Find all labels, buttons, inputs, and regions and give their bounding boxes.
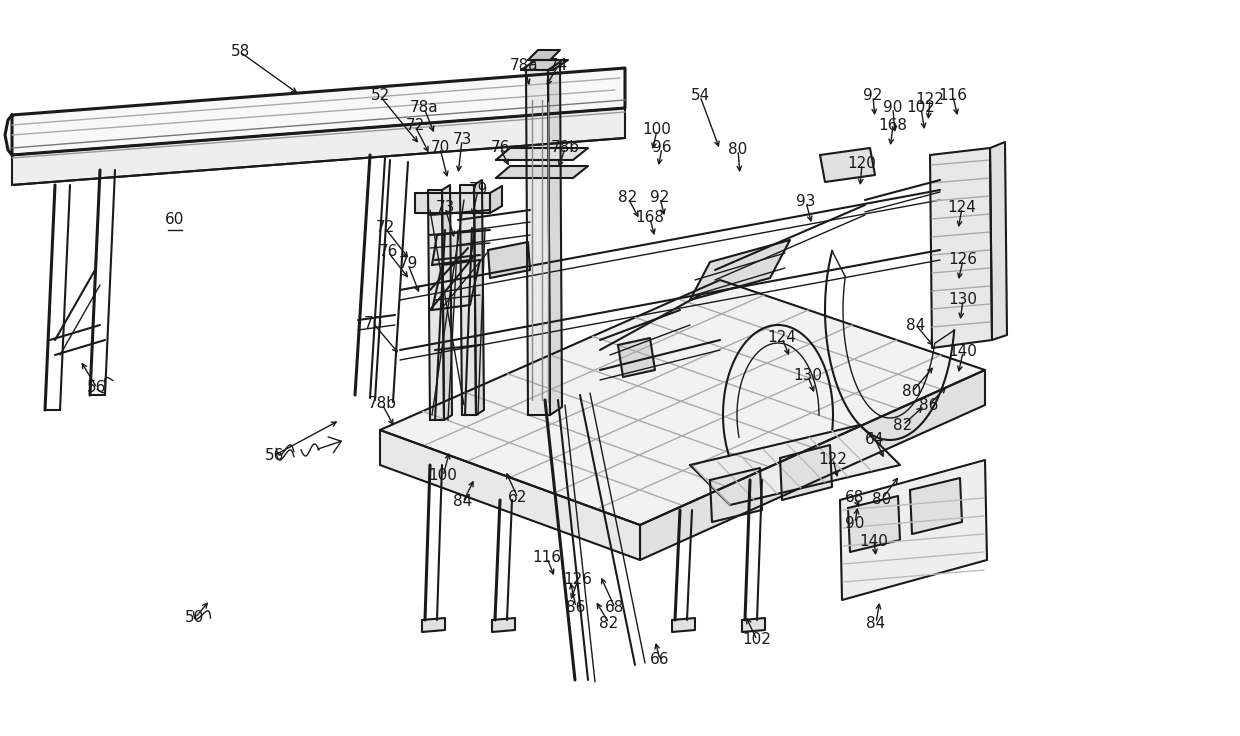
Text: 56: 56	[265, 447, 285, 462]
Text: 76: 76	[378, 244, 398, 260]
Text: 70: 70	[430, 141, 450, 155]
Polygon shape	[379, 280, 985, 525]
Text: 70: 70	[363, 316, 383, 330]
Text: 80: 80	[728, 143, 748, 158]
Text: 124: 124	[768, 330, 796, 345]
Polygon shape	[379, 430, 640, 560]
Polygon shape	[848, 496, 900, 552]
Text: 86: 86	[567, 600, 585, 615]
Polygon shape	[428, 190, 444, 420]
Text: 130: 130	[794, 369, 822, 383]
Polygon shape	[474, 180, 484, 415]
Polygon shape	[432, 230, 475, 265]
Text: 79: 79	[398, 257, 418, 272]
Text: 52: 52	[371, 88, 389, 104]
Polygon shape	[548, 62, 562, 415]
Text: 76: 76	[490, 141, 510, 155]
Text: 79: 79	[469, 183, 487, 197]
Polygon shape	[689, 240, 790, 300]
Text: 68: 68	[605, 601, 625, 615]
Polygon shape	[618, 338, 655, 377]
Text: 78b: 78b	[551, 141, 579, 155]
Text: 116: 116	[939, 88, 967, 104]
Text: 100: 100	[429, 469, 458, 484]
Text: 84: 84	[867, 615, 885, 631]
Text: 62: 62	[508, 490, 528, 506]
Text: 120: 120	[848, 157, 877, 171]
Text: 56: 56	[87, 381, 107, 395]
Text: 60: 60	[165, 213, 185, 227]
Text: 66: 66	[650, 653, 670, 668]
Polygon shape	[415, 193, 490, 213]
Polygon shape	[12, 108, 625, 185]
Text: 124: 124	[947, 200, 976, 216]
Polygon shape	[528, 50, 560, 60]
Text: 72: 72	[405, 118, 424, 133]
Polygon shape	[526, 70, 551, 415]
Polygon shape	[640, 370, 985, 560]
Polygon shape	[441, 185, 453, 420]
Text: 122: 122	[915, 93, 945, 107]
Text: 126: 126	[563, 573, 593, 587]
Text: 78b: 78b	[367, 397, 397, 411]
Polygon shape	[422, 618, 445, 632]
Text: 140: 140	[859, 534, 888, 548]
Text: 126: 126	[949, 252, 977, 267]
Polygon shape	[521, 60, 568, 70]
Polygon shape	[820, 148, 875, 182]
Text: 54: 54	[691, 88, 709, 104]
Text: 92: 92	[650, 191, 670, 205]
Polygon shape	[490, 186, 502, 213]
Text: 116: 116	[532, 551, 562, 565]
Polygon shape	[910, 478, 962, 534]
Polygon shape	[930, 148, 992, 348]
Polygon shape	[460, 185, 476, 415]
Text: 100: 100	[642, 122, 671, 138]
Text: 90: 90	[846, 515, 864, 531]
Text: 90: 90	[883, 101, 903, 116]
Text: 80: 80	[873, 492, 892, 506]
Text: 130: 130	[949, 292, 977, 308]
Text: 73: 73	[435, 200, 455, 216]
Text: 73: 73	[453, 132, 471, 147]
Text: 82: 82	[599, 615, 619, 631]
Polygon shape	[12, 68, 625, 155]
Text: 92: 92	[863, 88, 883, 104]
Text: 102: 102	[906, 101, 935, 116]
Text: 72: 72	[376, 221, 394, 236]
Polygon shape	[432, 260, 480, 310]
Polygon shape	[689, 425, 900, 505]
Text: 86: 86	[919, 397, 939, 412]
Text: 78a: 78a	[409, 101, 438, 116]
Text: 78a: 78a	[510, 58, 538, 74]
Polygon shape	[711, 468, 763, 522]
Text: 84: 84	[454, 495, 472, 509]
Text: 82: 82	[893, 417, 913, 433]
Text: 74: 74	[548, 58, 568, 74]
Polygon shape	[496, 148, 588, 160]
Text: 93: 93	[796, 194, 816, 210]
Text: 168: 168	[635, 210, 665, 225]
Text: 96: 96	[652, 141, 672, 155]
Text: 68: 68	[846, 489, 864, 504]
Text: 58: 58	[231, 44, 249, 60]
Polygon shape	[780, 445, 832, 500]
Text: 168: 168	[878, 118, 908, 133]
Text: 84: 84	[906, 317, 925, 333]
Text: 50: 50	[185, 610, 205, 626]
Text: 140: 140	[949, 344, 977, 359]
Polygon shape	[672, 618, 694, 632]
Polygon shape	[990, 142, 1007, 340]
Text: 80: 80	[903, 384, 921, 400]
Text: 64: 64	[866, 431, 884, 447]
Text: 102: 102	[743, 632, 771, 648]
Polygon shape	[492, 618, 515, 632]
Polygon shape	[496, 166, 588, 178]
Text: 82: 82	[619, 191, 637, 205]
Polygon shape	[839, 460, 987, 600]
Text: 122: 122	[818, 451, 847, 467]
Polygon shape	[489, 242, 529, 278]
Polygon shape	[742, 618, 765, 632]
